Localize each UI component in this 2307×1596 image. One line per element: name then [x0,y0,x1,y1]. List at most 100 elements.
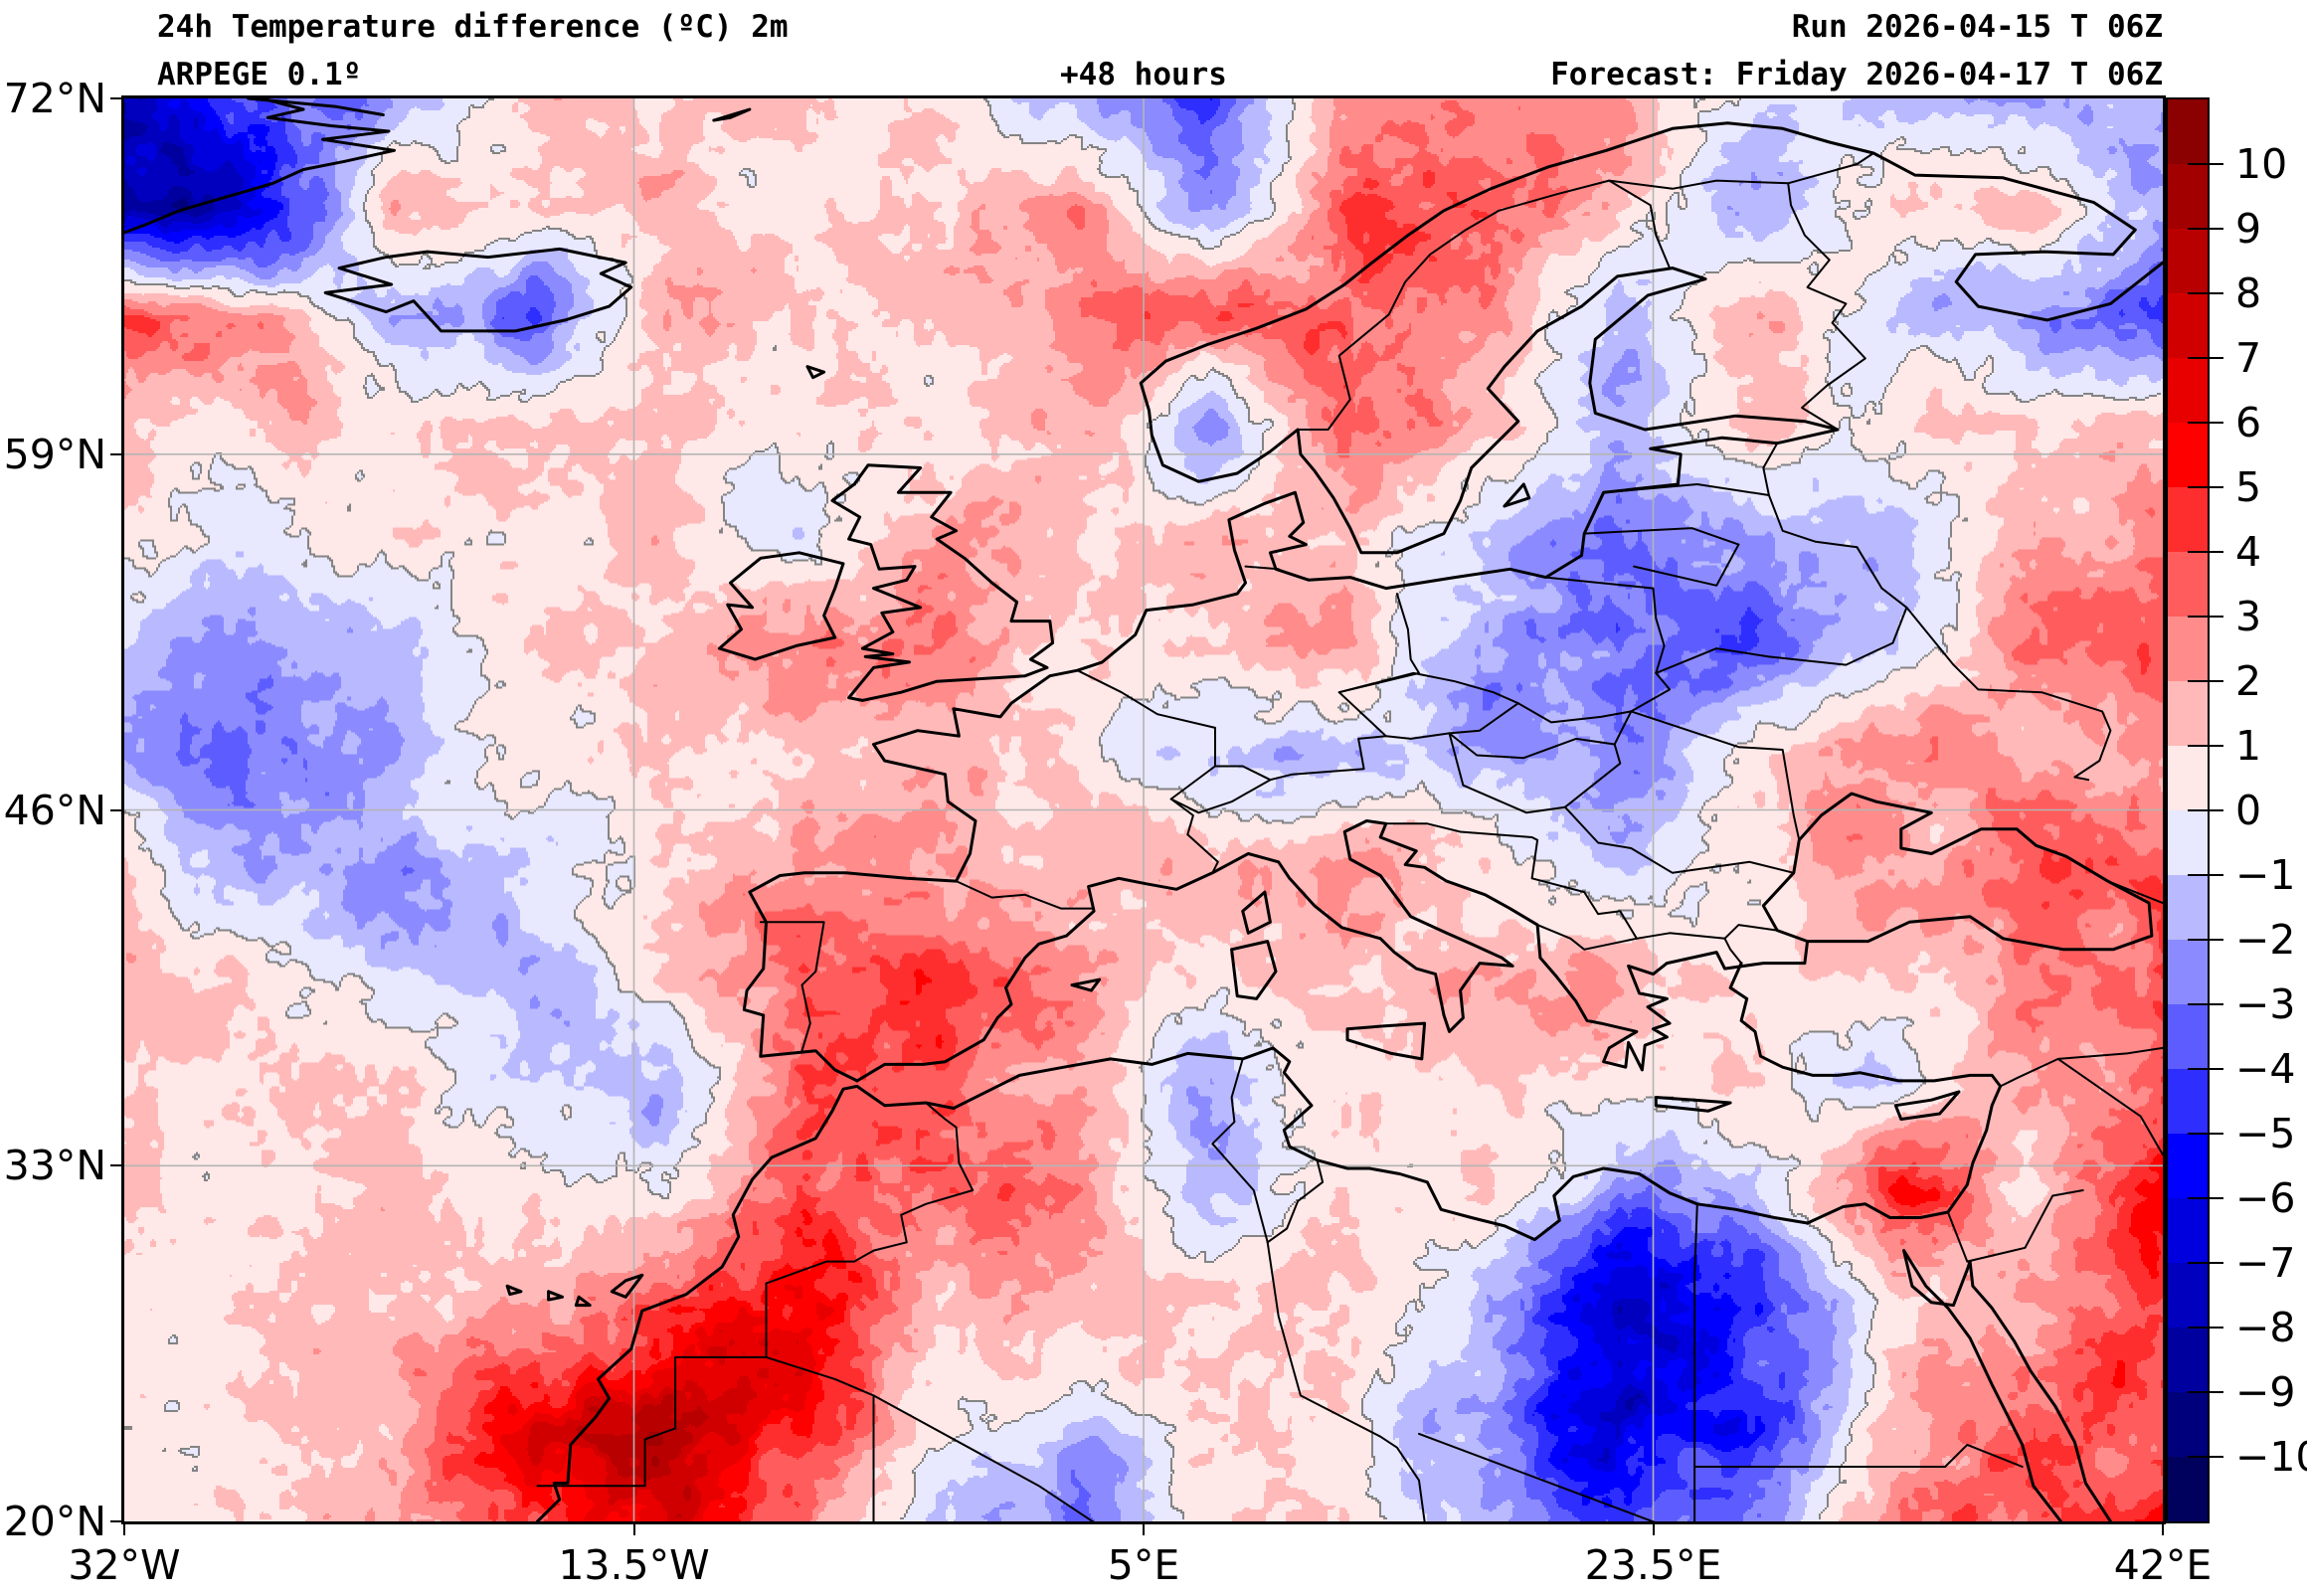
country-border-path [1563,805,1795,874]
colorbar-segment [2168,293,2208,358]
colorbar-tick-label: 2 [2235,657,2262,705]
lat-tick-label: 59°N [3,430,106,478]
colorbar-segment [2168,229,2208,293]
country-border-path [1297,179,1790,431]
colorbar-tick-label: −3 [2235,980,2296,1028]
colorbar-tick-label: 6 [2235,399,2262,446]
colorbar-tick-label: −1 [2235,851,2296,899]
colorbar-tick-mark [2188,292,2223,294]
country-border-path [1999,1046,2163,1088]
colorbar-tick-mark [2188,616,2223,618]
colorbar-tick-mark [2188,1456,2223,1458]
run-label: Run 2026-04-15 T 06Z [1791,9,2163,45]
coastline-path [1070,977,1102,992]
country-border-path [1630,710,1801,841]
lat-tick-label: 46°N [3,786,106,834]
colorbar-tick-mark [2188,551,2223,553]
colorbar-tick-mark [2188,1003,2223,1005]
country-border-path [1608,179,1672,269]
lat-tick-label: 72°N [3,75,106,122]
country-border-path [759,921,825,1052]
map-frame [121,95,2166,1524]
coastline-path [805,365,826,380]
colorbar-segment [2168,810,2208,875]
colorbar-tick-mark [2188,1262,2223,1264]
colorbar-segment [2168,164,2208,229]
lon-tick-mark [1143,1521,1145,1535]
coastline-path [717,551,845,661]
colorbar-tick-label: 9 [2235,205,2262,253]
coastline-path [1654,1096,1732,1113]
colorbar-segment [2168,1328,2208,1392]
colorbar-segment [2168,487,2208,552]
colorbar-tick-label: −4 [2235,1045,2296,1093]
colorbar-tick-label: 5 [2235,463,2262,511]
map-overlay [124,98,2163,1521]
country-border-path [765,1355,875,1521]
lat-tick-mark [110,1520,124,1522]
colorbar-tick-mark [2188,1197,2223,1199]
country-border-path [1583,527,1740,546]
colorbar-segment [2168,1392,2208,1457]
colorbar-tick-mark [2188,486,2223,488]
country-border-path [1762,442,1908,609]
colorbar-segment [2168,423,2208,487]
country-border-path [1602,483,1770,496]
country-border-path [1723,924,1779,940]
colorbar-tick-mark [2188,1068,2223,1070]
model-label: ARPEGE 0.1º [157,57,362,92]
coastline-path [1241,890,1272,935]
lon-tick-label: 13.5°W [558,1541,710,1589]
country-border-path [1544,576,1672,713]
colorbar-tick-label: 10 [2235,140,2288,188]
country-border-path [1169,765,1272,814]
coastline-path [574,1295,592,1308]
country-border-path [1946,1211,1969,1263]
colorbar-tick-label: 0 [2235,787,2262,834]
lat-tick-label: 20°N [3,1498,106,1545]
colorbar-segment [2168,552,2208,617]
colorbar-segment [2168,617,2208,681]
coastline-path [712,107,752,122]
colorbar-tick-mark [2188,163,2223,165]
lon-tick-mark [123,1521,125,1535]
coastline-path [1503,482,1531,508]
colorbar-segment [2168,99,2208,164]
coastline-path [1902,1249,2112,1521]
lat-tick-mark [110,808,124,811]
country-border-path [955,880,1096,910]
lon-tick-label: 42°E [2113,1541,2213,1589]
colorbar-segment [2168,1069,2208,1134]
country-border-path [1905,606,2112,782]
lon-tick-mark [2162,1521,2164,1535]
country-border-path [765,1102,975,1285]
country-border-path [1966,1189,2084,1263]
colorbar-tick-label: −9 [2235,1368,2296,1416]
colorbar-tick-mark [2188,1391,2223,1393]
colorbar-tick-mark [2188,422,2223,424]
country-border-path [1076,669,1219,874]
country-border-path [1536,924,1743,965]
colorbar-segment [2168,1134,2208,1198]
lon-tick-label: 32°W [68,1541,181,1589]
country-border-path [2106,880,2163,905]
lead-time-label: +48 hours [1060,57,1227,92]
colorbar-tick-label: −10 [2235,1433,2307,1481]
country-border-path [1337,671,1519,740]
colorbar-segment [2168,875,2208,940]
lat-tick-mark [110,452,124,455]
country-border-path [1266,1158,1325,1244]
country-border-path [1693,1202,1698,1521]
coastline-path [742,121,2163,1083]
colorbar-tick-label: 4 [2235,528,2262,576]
colorbar-tick-label: −6 [2235,1174,2296,1222]
country-border-path [1655,606,1908,674]
colorbar-tick-mark [2188,228,2223,230]
lat-tick-label: 33°N [3,1142,106,1190]
country-border-path [2056,1057,2163,1156]
colorbar-segment [2168,746,2208,810]
lon-tick-label: 23.5°E [1584,1541,1722,1589]
colorbar-segment [2168,681,2208,746]
coastline-path [547,1290,564,1302]
lat-tick-mark [110,97,124,99]
